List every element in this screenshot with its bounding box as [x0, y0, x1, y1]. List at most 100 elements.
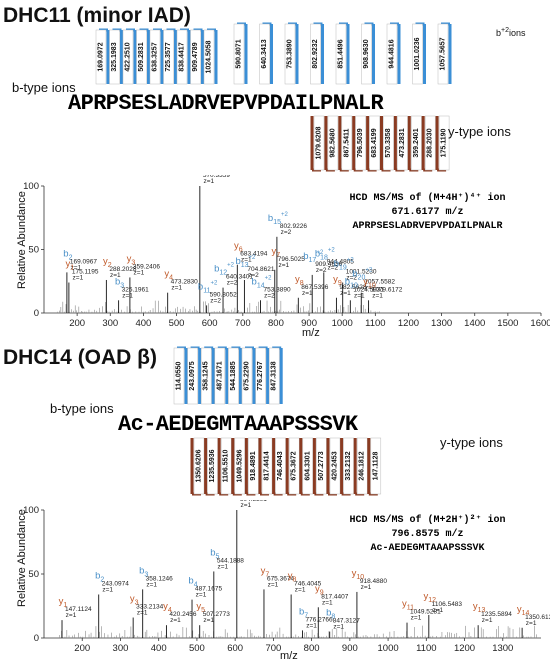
spec2-x-tick-label: 1300	[492, 643, 513, 654]
spec2-y-tick-label: 100	[23, 505, 39, 516]
spec1-peak-charge-y6: z=1	[241, 257, 252, 264]
svg-text:243.0975: 243.0975	[189, 361, 196, 390]
spec1-peak-charge-y1: z=1	[73, 275, 84, 282]
spec1-peak-charge-b15: z=2	[281, 229, 292, 236]
panel1-b2-ion-3: 753.3890	[284, 22, 299, 85]
spec2-peak-charge-y1: z=1	[66, 612, 77, 619]
panel1-y-ion-7: 473.2831	[393, 115, 408, 172]
spec1-peak-charge-y4: z=1	[171, 285, 182, 292]
panel1-x-axis-label: m/z	[302, 327, 320, 339]
spec1-peak-mz-y3: 359.2406	[133, 263, 160, 270]
panel1-b2-ion-5: 851.4496	[335, 22, 350, 85]
spec1-peak-mz-b10: 1024.5031	[353, 286, 384, 293]
spec1-x-tick-label: 1200	[398, 318, 419, 329]
panel2-b-type-label: b-type ions	[50, 401, 114, 416]
svg-text:802.9232: 802.9232	[312, 39, 319, 68]
spec1-peak-charge-b18: z=2	[327, 264, 338, 271]
svg-text:1235.5936: 1235.5936	[209, 449, 216, 482]
spec1-ion-label-b20: b20+2	[352, 268, 373, 282]
spec1-x-tick-label: 1000	[332, 318, 353, 329]
spec2-x-tick-label: 400	[151, 643, 167, 654]
spec2-peak-mz-y4: 420.2456	[169, 611, 196, 618]
spec1-peak-mz-y9: 982.5628	[339, 284, 366, 291]
spec2-peak-mz-y9: 817.4407	[321, 593, 348, 600]
spec1-x-tick-label: 800	[268, 318, 284, 329]
spec1-ion-label-b11: b11+2	[198, 280, 218, 294]
panel2-b-ion-2: 243.0975	[187, 346, 202, 405]
spec1-x-tick-label: 900	[301, 318, 317, 329]
svg-text:851.4496: 851.4496	[338, 39, 345, 68]
spec2-x-tick-label: 1000	[378, 643, 399, 654]
panel1-b-ion-2: 325.1983	[109, 28, 123, 85]
svg-text:725.3577: 725.3577	[165, 42, 172, 71]
spec2-ion-label-y14: y14	[517, 604, 530, 617]
spec2-y-tick-label: 50	[28, 569, 39, 580]
spec1-ion-label-b13: b13+2	[235, 255, 256, 269]
spec1-peak-mz-y1: 175.1195	[72, 269, 99, 276]
panel1-y-axis-label: Relative Abundance	[16, 191, 28, 289]
svg-text:796.5039: 796.5039	[357, 128, 364, 157]
panel2-b-ion-7: 776.2767	[255, 346, 270, 405]
spec1-peak-mz-b12: 640.3401	[226, 274, 253, 281]
svg-text:169.0972: 169.0972	[98, 42, 105, 71]
spec2-peak-charge-y5: z=1	[203, 617, 214, 624]
panel2-title: DHC14 (OAD β)	[3, 346, 157, 369]
panel2-b-ion-4: 487.1671	[214, 346, 229, 405]
spec2-peak-mz-b3: 358.1246	[146, 575, 173, 582]
panel1-info-line2: 671.6177 m/z	[391, 207, 464, 218]
spec2-peak-mz-y14: 1350.6136	[525, 614, 550, 621]
panel1-y-ion-3: 867.5411	[338, 115, 353, 172]
spec1-peak-charge-y3: z=1	[134, 269, 145, 276]
spec1-ion-label-b18: b18+2	[315, 247, 336, 261]
svg-text:908.9630: 908.9630	[363, 39, 370, 68]
panel1-y-ion-1: 1079.6208	[310, 115, 325, 172]
spec1-ion-label-y10: y10	[363, 276, 376, 289]
spec1-peak-mz-b2: 169.0967	[70, 258, 97, 265]
spec2-peak-charge-b4: z=1	[196, 592, 207, 599]
panel2-y-ion-7: 746.4043	[272, 437, 286, 496]
spec2-peak-charge-y4: z=1	[170, 617, 181, 624]
svg-text:246.1812: 246.1812	[359, 451, 366, 480]
spec2-peak-mz-b7: 776.2766	[306, 616, 333, 623]
svg-text:114.0550: 114.0550	[176, 361, 183, 390]
spec1-x-tick-label: 1100	[365, 318, 385, 329]
spec2-ion-label-b8: b8	[326, 608, 335, 621]
panel2-y-ion-4: 1049.5296	[231, 437, 246, 496]
panel1-b2-ion-9: 1057.5657	[437, 22, 452, 85]
panel1-y-ion-2: 982.5680	[324, 115, 339, 172]
svg-text:422.2510: 422.2510	[125, 42, 132, 71]
svg-text:753.3890: 753.3890	[287, 39, 294, 68]
panel2-fragment-map: 114.0550 243.0975 358.1245 487.1671 544.1885…	[173, 346, 382, 496]
spec2-ion-label-y13: y13	[473, 601, 486, 614]
spec2-x-tick-label: 200	[74, 643, 90, 654]
svg-text:1024.5058: 1024.5058	[206, 40, 213, 73]
spec1-ion-label-y3: y3	[127, 253, 136, 266]
svg-text:590.8071: 590.8071	[236, 39, 243, 68]
spec1-peak-mz-y7: 796.5025	[278, 256, 305, 263]
panel2-info-box: HCD MS/MS of (M+2H⁺)²⁺ ion 796.8575 m/z …	[305, 514, 550, 556]
spec2-peak-charge-y12: z=1	[432, 607, 443, 614]
svg-text:909.4789: 909.4789	[192, 42, 199, 71]
panel1-b2-ion-6: 908.9630	[361, 22, 375, 85]
panel1-b2-ion-1: 590.8071	[233, 22, 248, 85]
spec2-ion-label-b2: b2	[95, 570, 104, 583]
spec2-x-tick-label: 1200	[454, 643, 475, 654]
panel2-b-ion-5: 544.1885	[228, 346, 242, 405]
spec2-peak-mz-y13: 1235.5894	[481, 611, 512, 618]
panel2-y-ion-12: 333.2132	[340, 437, 354, 496]
svg-text:147.1128: 147.1128	[372, 451, 379, 480]
spec1-x-tick-label: 400	[135, 318, 151, 329]
spec1-peak-charge-y7: z=1	[278, 262, 289, 269]
spec1-peak-charge-b20: z=2	[365, 285, 376, 292]
spec1-ion-label-b2: b2	[63, 248, 72, 261]
spec2-ion-label-b4: b4	[188, 576, 197, 589]
spec1-peak-mz-b13: 704.8621	[247, 266, 274, 273]
spec1-peak-mz-b18: 944.4805	[327, 258, 354, 265]
svg-text:333.2132: 333.2132	[345, 451, 352, 480]
spec2-peak-mz-y3: 333.2134	[136, 604, 163, 611]
panel2-y-ion-14: 147.1128	[367, 437, 382, 496]
spec1-x-tick-label: 700	[235, 318, 251, 329]
svg-text:1079.6208: 1079.6208	[316, 126, 323, 159]
panel2-y-ion-9: 604.3301	[299, 437, 314, 496]
spec2-ion-label-b3: b3	[139, 565, 148, 578]
